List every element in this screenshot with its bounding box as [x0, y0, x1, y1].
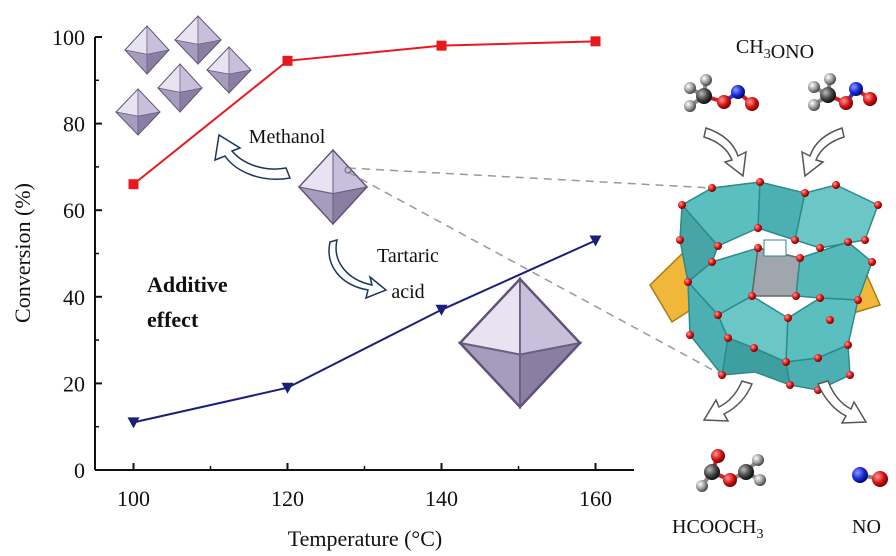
octahedron-crystal — [157, 63, 203, 113]
reactant-inflow-arrow-icon — [801, 127, 845, 178]
data-point — [128, 179, 139, 190]
product1-formula-label: HCOOCH3 — [672, 516, 764, 542]
octahedron-crystal — [174, 15, 222, 65]
small-octahedra-cluster — [115, 15, 252, 136]
methanol-label: Methanol — [249, 126, 326, 148]
reactant-formula-label: CH3ONO — [736, 36, 814, 63]
data-point — [127, 417, 140, 429]
x-ticks: 100 120 140 160 — [117, 463, 612, 511]
octahedron-crystal — [124, 25, 170, 75]
series-1 — [128, 36, 601, 190]
zoom-guide-line — [347, 171, 723, 376]
y-tick-label: 100 — [52, 25, 85, 50]
tartaric-arrow-icon — [328, 238, 388, 300]
data-point — [436, 40, 447, 51]
tartaric-label-line1: Tartaric — [377, 245, 439, 267]
series-line — [133, 239, 596, 424]
zoom-guide-line — [347, 167, 713, 189]
additive-label-line2: effect — [147, 307, 199, 332]
y-axis-label: Conversion (%) — [10, 183, 35, 323]
hcooch3-molecule — [696, 449, 766, 492]
tartaric-label-line2: acid — [391, 281, 424, 303]
data-point — [590, 36, 601, 47]
no-molecule — [852, 467, 888, 487]
x-tick-label: 120 — [271, 486, 304, 511]
data-point — [435, 304, 448, 316]
product2-formula-label: NO — [852, 516, 881, 538]
series-layer — [127, 36, 602, 429]
product-outflow-arrow-icon — [702, 380, 754, 422]
product-outflow-arrow-icon — [816, 380, 868, 424]
y-tick-label: 80 — [63, 112, 85, 137]
large-octahedron-crystal — [458, 277, 582, 409]
additive-label-line1: Additive — [147, 272, 228, 297]
octahedron-crystal — [115, 88, 161, 136]
methanol-arrow-icon — [214, 133, 292, 180]
series-2 — [127, 235, 602, 429]
data-point — [282, 55, 293, 66]
polyoxometalate-framework — [649, 178, 882, 394]
y-tick-label: 60 — [63, 198, 85, 223]
octahedron-crystal — [206, 46, 252, 94]
y-tick-label: 0 — [74, 458, 85, 483]
y-ticks: 0 20 40 60 80 100 — [52, 25, 102, 483]
data-point — [589, 235, 602, 247]
y-tick-label: 40 — [63, 285, 85, 310]
series-line — [132, 40, 596, 186]
x-tick-label: 140 — [425, 486, 458, 511]
ch3ono-molecule — [684, 74, 759, 112]
zoom-origin-marker — [344, 166, 352, 174]
x-axis-label: Temperature (°C) — [288, 526, 442, 551]
x-tick-label: 160 — [579, 486, 612, 511]
ch3ono-molecule — [808, 73, 877, 111]
reactant-inflow-arrow-icon — [703, 127, 747, 178]
medium-octahedron-crystal — [298, 149, 368, 225]
data-point — [281, 382, 294, 394]
y-tick-label: 20 — [63, 371, 85, 396]
x-tick-label: 100 — [117, 486, 150, 511]
